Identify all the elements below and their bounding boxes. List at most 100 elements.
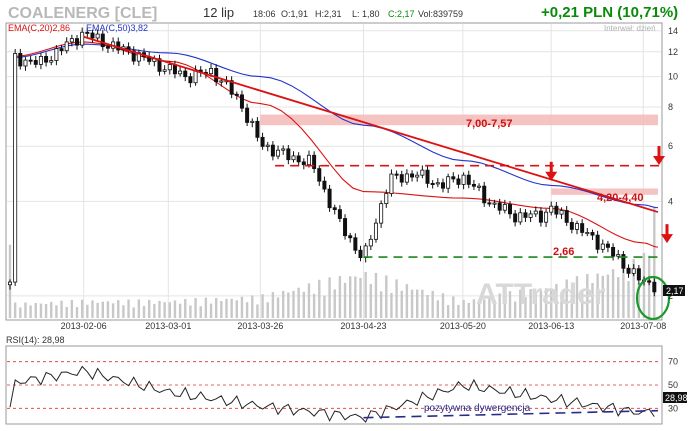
candle-body [38, 56, 43, 65]
volume-bar [178, 303, 182, 318]
candle-body [332, 207, 337, 211]
volume-bar [379, 291, 383, 318]
volume-bar [323, 295, 326, 318]
support-label: 2,66 [553, 246, 574, 258]
candle-body [301, 161, 306, 166]
time-label: 18:06 [253, 9, 276, 19]
candle-body [585, 232, 590, 235]
candle-body [358, 249, 363, 258]
volume-bar [369, 284, 373, 318]
candle-body [116, 41, 121, 51]
volume-bar [328, 277, 331, 318]
candle-body [446, 176, 451, 189]
candle-body [564, 210, 569, 223]
volume-bar [194, 298, 197, 318]
candle-body [59, 48, 64, 52]
volume-bar [513, 301, 517, 318]
volume-bar [266, 302, 269, 318]
volume-bar [142, 305, 146, 318]
volume-bar [302, 291, 306, 318]
rsi-line [9, 365, 655, 423]
candle-body [306, 154, 311, 166]
volume-bar [111, 303, 115, 318]
y-tick-label: 6 [668, 141, 673, 151]
volume-bar [565, 279, 568, 318]
volume-bar [55, 305, 58, 318]
x-tick-label: 2013-04-23 [340, 321, 386, 331]
candle-body [636, 268, 641, 281]
volume-bar [137, 299, 141, 318]
resistance-zone [260, 114, 658, 126]
volume-bar [199, 306, 202, 318]
volume-bar [580, 290, 584, 318]
volume-bar [529, 289, 532, 318]
volume-bar [235, 300, 238, 318]
rsi-line: 70 50 30 [7, 357, 678, 423]
volume-bar [498, 293, 501, 318]
y-tick-label: 8 [668, 102, 673, 112]
annotations [83, 35, 673, 321]
zone-label-lower: 4,20-4,40 [597, 192, 643, 204]
volume-bar [374, 272, 378, 318]
volume-bar [483, 299, 486, 318]
candle-body [538, 210, 543, 223]
candle-body [317, 168, 322, 182]
candle-body [507, 204, 512, 215]
volume-bar [24, 302, 27, 318]
candle-body [590, 232, 595, 236]
candle-body [7, 281, 12, 286]
volume-bar [601, 275, 604, 318]
candle-body [178, 70, 183, 75]
candle-body [343, 218, 348, 237]
volume-bar [189, 305, 192, 318]
candle-body [239, 94, 244, 109]
highlight-circle [635, 275, 671, 321]
volume-bar [251, 295, 254, 318]
candle-body [647, 280, 652, 283]
volume-bar [271, 292, 275, 318]
volume-bar [86, 304, 89, 318]
volume-bar [122, 305, 125, 318]
close-label: C:2,17 [388, 9, 415, 19]
volume-bar [106, 301, 110, 318]
volume-bar [19, 307, 22, 318]
candle-body [363, 245, 368, 258]
change-label: +0,21 PLN (10,71%) [541, 4, 678, 21]
candle-body [131, 50, 136, 62]
volume-bar [488, 296, 491, 318]
candle-body [544, 211, 549, 223]
candle-body [430, 183, 435, 186]
volume-bar [441, 293, 445, 318]
volume-bar [147, 299, 151, 318]
volume-bar [436, 300, 440, 318]
candle-body [13, 53, 18, 283]
low-label: L: 1,80 [352, 9, 380, 19]
volume-bar [539, 289, 543, 318]
arrow-down-icon [661, 234, 673, 244]
volume-bar [606, 274, 610, 318]
candle-body [291, 155, 296, 161]
candle-body [18, 53, 23, 67]
candle-body [33, 60, 38, 65]
candle-body [296, 155, 301, 163]
candle-body [188, 76, 193, 84]
candle-body [95, 33, 100, 39]
candle-body [595, 234, 600, 250]
x-tick-label: 2013-07-08 [620, 321, 666, 331]
candle-body [85, 31, 90, 34]
volume-bar [220, 301, 223, 318]
volume-bar [359, 278, 362, 318]
interval-label: Interwał: dzień [604, 24, 656, 33]
x-tick-label: 2013-03-26 [237, 321, 283, 331]
volume-bar [395, 279, 398, 318]
volume-bar [127, 299, 130, 318]
candle-body [384, 193, 389, 205]
volume-bar [642, 252, 646, 318]
x-tick-label: 2013-06-13 [528, 321, 574, 331]
volume-bar [13, 302, 17, 318]
price-panel [5, 22, 663, 321]
volume-bar [132, 307, 135, 318]
volume-bar [653, 207, 656, 318]
